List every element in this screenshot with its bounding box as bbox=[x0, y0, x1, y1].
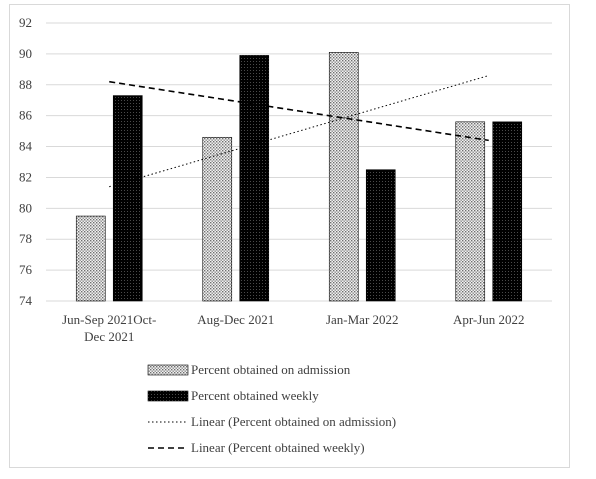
bar-weekly bbox=[112, 95, 143, 302]
bar-admission bbox=[455, 121, 486, 302]
bar-weekly bbox=[239, 55, 270, 302]
legend-item-weekly: Percent obtained weekly bbox=[147, 388, 319, 403]
bar-weekly bbox=[492, 121, 523, 302]
y-tick-label: 80 bbox=[19, 200, 32, 215]
legend-label: Percent obtained on admission bbox=[191, 362, 351, 377]
bar-admission bbox=[202, 136, 233, 302]
legend-label: Linear (Percent obtained weekly) bbox=[191, 440, 365, 455]
y-tick-label: 90 bbox=[19, 46, 32, 61]
legend-label: Linear (Percent obtained on admission) bbox=[191, 414, 396, 429]
bar-weekly bbox=[365, 169, 396, 302]
legend: Percent obtained on admission Percent obt… bbox=[147, 362, 396, 455]
x-axis-categories: Jun-Sep 2021Oct-Dec 2021 Aug-Dec 2021 Jan-… bbox=[62, 312, 524, 344]
legend-item-linear-admission: Linear (Percent obtained on admission) bbox=[148, 414, 396, 429]
trendlines bbox=[109, 75, 489, 188]
legend-label: Percent obtained weekly bbox=[191, 388, 319, 403]
bars bbox=[75, 52, 523, 302]
y-tick-label: 76 bbox=[19, 262, 33, 277]
y-tick-label: 92 bbox=[19, 15, 32, 30]
y-tick-label: 88 bbox=[19, 77, 32, 92]
y-tick-label: 82 bbox=[19, 169, 32, 184]
y-tick-label: 86 bbox=[19, 108, 33, 123]
legend-item-admission: Percent obtained on admission bbox=[147, 362, 351, 377]
y-tick-label: 74 bbox=[19, 293, 33, 308]
bar-admission bbox=[328, 52, 359, 302]
x-category-label: Jan-Mar 2022 bbox=[326, 312, 399, 327]
bar-admission bbox=[75, 215, 106, 302]
legend-item-linear-weekly: Linear (Percent obtained weekly) bbox=[148, 440, 365, 455]
y-tick-label: 84 bbox=[19, 139, 33, 154]
x-category-label: Aug-Dec 2021 bbox=[197, 312, 274, 327]
y-axis-ticks: 74 76 78 80 82 84 86 88 90 92 bbox=[19, 15, 33, 308]
y-tick-label: 78 bbox=[19, 231, 32, 246]
x-category-label: Apr-Jun 2022 bbox=[453, 312, 525, 327]
legend-swatch bbox=[147, 364, 189, 376]
legend-swatch bbox=[147, 390, 189, 402]
trendline-admission bbox=[109, 75, 489, 188]
trendline-weekly bbox=[109, 80, 489, 142]
x-category-label: Jun-Sep 2021Oct-Dec 2021 bbox=[62, 312, 156, 344]
